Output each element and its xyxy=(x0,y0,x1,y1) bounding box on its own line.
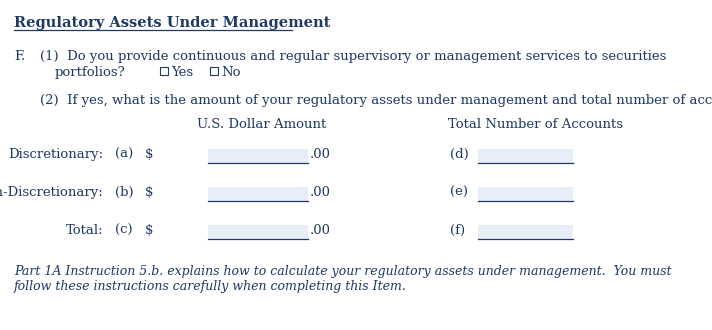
Text: (f): (f) xyxy=(450,224,465,237)
Bar xyxy=(210,67,218,75)
Text: (1)  Do you provide continuous and regular supervisory or management services to: (1) Do you provide continuous and regula… xyxy=(40,50,666,63)
Text: (d): (d) xyxy=(450,148,468,161)
Text: $: $ xyxy=(145,148,154,161)
Text: Regulatory Assets Under Management: Regulatory Assets Under Management xyxy=(14,16,330,30)
Bar xyxy=(160,67,168,75)
Bar xyxy=(478,187,573,201)
Text: Total Number of Accounts: Total Number of Accounts xyxy=(448,118,622,131)
Text: Non-Discretionary:: Non-Discretionary: xyxy=(0,186,103,199)
Bar xyxy=(478,225,573,239)
Bar xyxy=(478,149,573,163)
Text: (b): (b) xyxy=(115,186,134,199)
Text: portfolios?: portfolios? xyxy=(55,66,126,79)
Text: Part 1A Instruction 5.b. explains how to calculate your regulatory assets under : Part 1A Instruction 5.b. explains how to… xyxy=(14,265,671,278)
Text: F.: F. xyxy=(14,50,25,63)
Text: Discretionary:: Discretionary: xyxy=(8,148,103,161)
Text: $: $ xyxy=(145,224,154,237)
Text: No: No xyxy=(221,66,241,79)
Text: follow these instructions carefully when completing this Item.: follow these instructions carefully when… xyxy=(14,280,407,293)
Text: (e): (e) xyxy=(450,186,468,199)
Bar xyxy=(208,149,308,163)
Text: (c): (c) xyxy=(115,224,132,237)
Text: .00: .00 xyxy=(310,224,331,237)
Bar xyxy=(208,187,308,201)
Text: Yes: Yes xyxy=(171,66,193,79)
Text: U.S. Dollar Amount: U.S. Dollar Amount xyxy=(197,118,327,131)
Bar xyxy=(208,225,308,239)
Text: .00: .00 xyxy=(310,148,331,161)
Text: .00: .00 xyxy=(310,186,331,199)
Text: Total:: Total: xyxy=(66,224,103,237)
Text: (2)  If yes, what is the amount of your regulatory assets under management and t: (2) If yes, what is the amount of your r… xyxy=(40,94,712,107)
Text: (a): (a) xyxy=(115,148,133,161)
Text: $: $ xyxy=(145,186,154,199)
